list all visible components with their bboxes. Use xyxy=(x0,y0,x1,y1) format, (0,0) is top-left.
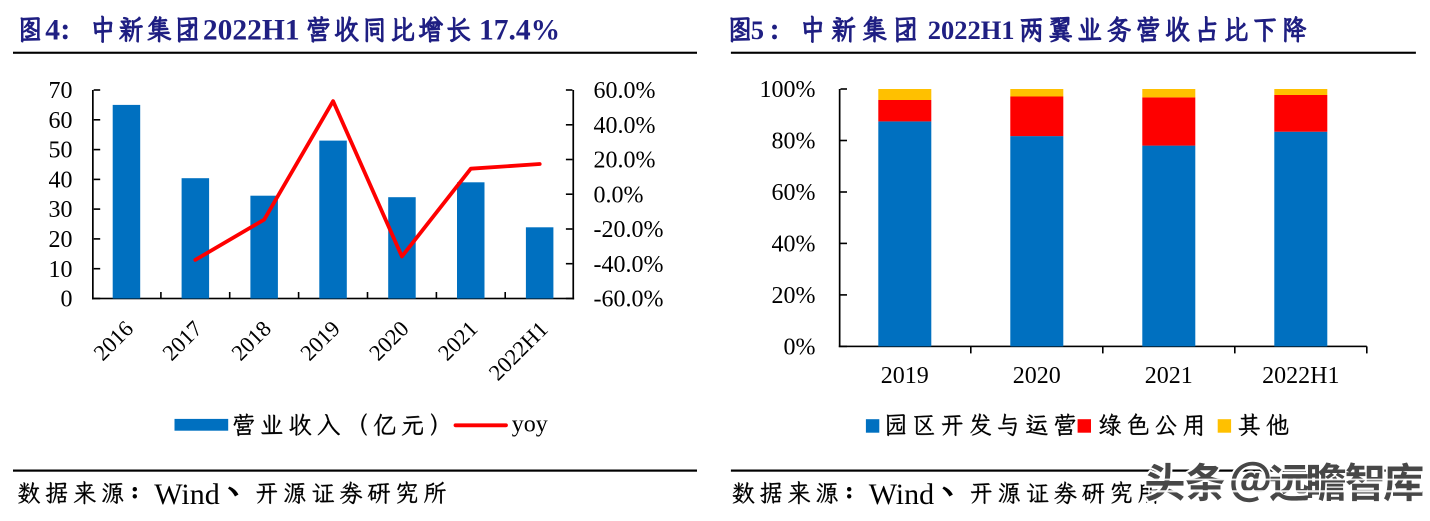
svg-text:100%: 100% xyxy=(760,77,816,103)
svg-text:40%: 40% xyxy=(772,232,816,258)
svg-text:20: 20 xyxy=(49,227,73,253)
svg-text:80%: 80% xyxy=(772,129,816,155)
svg-text:2021: 2021 xyxy=(1145,363,1193,389)
svg-text:2022H1: 2022H1 xyxy=(1262,363,1339,389)
svg-text:60: 60 xyxy=(49,108,73,134)
svg-text:30: 30 xyxy=(49,197,73,223)
svg-text:0: 0 xyxy=(61,287,73,313)
svg-text:17.4%: 17.4% xyxy=(479,15,560,47)
svg-text:4: 4 xyxy=(45,15,60,47)
svg-text:20.0%: 20.0% xyxy=(594,148,656,174)
svg-text:2022H1: 2022H1 xyxy=(203,15,300,47)
svg-text:-20.0%: -20.0% xyxy=(594,217,664,243)
svg-text:Wind: Wind xyxy=(869,478,934,511)
svg-text:yoy: yoy xyxy=(512,412,548,438)
svg-text:-60.0%: -60.0% xyxy=(594,287,664,313)
svg-text:70: 70 xyxy=(49,78,73,104)
svg-text:40.0%: 40.0% xyxy=(594,113,656,139)
svg-text:5: 5 xyxy=(751,15,764,45)
svg-text:0%: 0% xyxy=(784,335,816,361)
svg-text:Wind: Wind xyxy=(154,478,219,511)
svg-text:0.0%: 0.0% xyxy=(594,182,644,208)
svg-text:50: 50 xyxy=(49,138,73,164)
svg-text:20%: 20% xyxy=(772,283,816,309)
svg-text:60%: 60% xyxy=(772,180,816,206)
svg-text:2020: 2020 xyxy=(1013,363,1061,389)
svg-text:40: 40 xyxy=(49,168,73,194)
svg-text:10: 10 xyxy=(49,257,73,283)
svg-text:-40.0%: -40.0% xyxy=(594,252,664,278)
svg-text:2019: 2019 xyxy=(881,363,929,389)
svg-text:2022H1: 2022H1 xyxy=(928,15,1015,45)
svg-text:60.0%: 60.0% xyxy=(594,78,656,104)
